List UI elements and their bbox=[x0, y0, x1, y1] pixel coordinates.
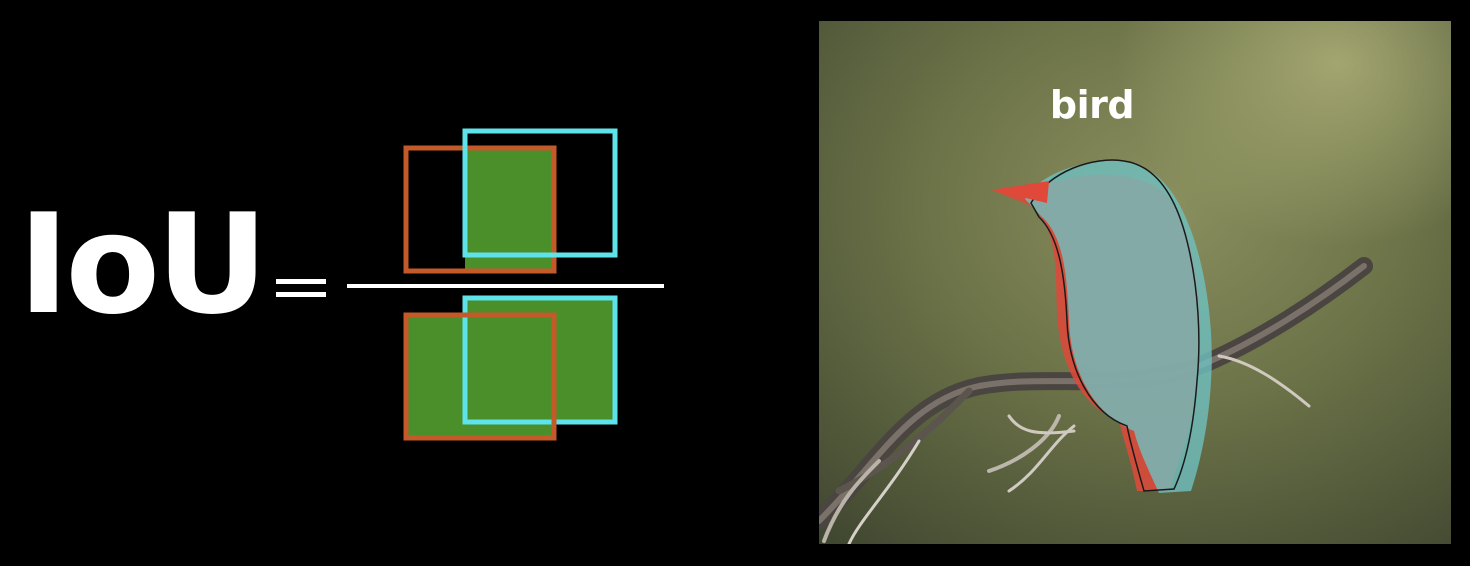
segmentation-photo: bird bbox=[819, 21, 1451, 544]
bird-photo-illustration bbox=[819, 21, 1451, 544]
fraction-line bbox=[347, 284, 664, 288]
bird-beak bbox=[991, 181, 1049, 203]
intersection-fill bbox=[465, 148, 554, 271]
equals-bar-top bbox=[276, 279, 326, 284]
numerator-intersection bbox=[403, 128, 618, 274]
union-fill bbox=[406, 298, 615, 438]
equals-sign bbox=[276, 276, 326, 302]
object-label: bird bbox=[1049, 83, 1135, 127]
prediction-box-denominator bbox=[403, 312, 557, 441]
iou-title: IoU bbox=[18, 184, 268, 345]
ground-truth-box-denominator bbox=[462, 295, 618, 425]
prediction-box-numerator bbox=[403, 145, 557, 274]
denominator-union bbox=[403, 295, 618, 441]
ground-truth-mask bbox=[1025, 160, 1212, 493]
equals-bar-bottom bbox=[276, 292, 326, 297]
iou-boxes-diagram bbox=[403, 128, 618, 441]
bird-outline bbox=[1030, 159, 1200, 492]
ground-truth-box-numerator bbox=[462, 128, 618, 258]
